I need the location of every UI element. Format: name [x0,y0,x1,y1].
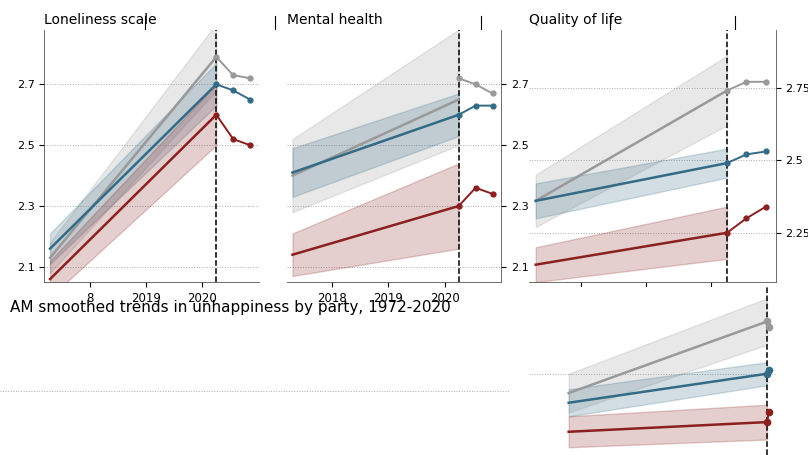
Text: Quality of life: Quality of life [529,13,622,27]
Text: Loneliness scale: Loneliness scale [44,13,157,27]
Text: Mental health: Mental health [287,13,382,27]
Text: AM smoothed trends in unhappiness by party, 1972-2020: AM smoothed trends in unhappiness by par… [11,300,451,315]
